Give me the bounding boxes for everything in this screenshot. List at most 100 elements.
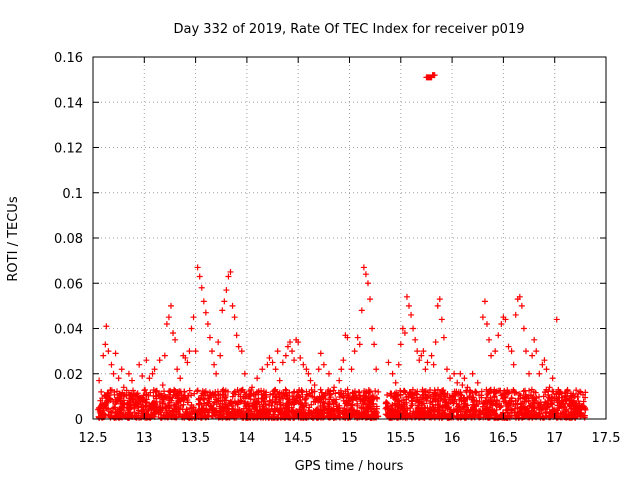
data-point (508, 348, 515, 355)
y-tick-label: 0.08 (54, 232, 83, 247)
data-point (251, 411, 258, 418)
data-point (143, 402, 150, 409)
data-point (459, 382, 466, 389)
data-point (254, 411, 261, 418)
data-point (426, 405, 433, 412)
data-point (424, 359, 431, 366)
data-point (325, 370, 332, 377)
data-point (287, 399, 294, 406)
data-point (340, 357, 347, 364)
data-point (412, 336, 419, 343)
data-point (384, 400, 391, 407)
data-point (403, 394, 410, 401)
data-point (318, 389, 325, 396)
data-point (204, 320, 211, 327)
data-point (112, 350, 119, 357)
data-point (141, 396, 148, 403)
data-point (357, 395, 364, 402)
data-point (373, 394, 380, 401)
data-point (523, 413, 530, 420)
data-point (209, 348, 216, 355)
data-point (562, 396, 569, 403)
data-point (456, 404, 463, 411)
data-point (217, 352, 224, 359)
data-point (262, 401, 269, 408)
data-point (204, 399, 211, 406)
data-point (416, 357, 423, 364)
data-point (560, 409, 567, 416)
data-point (219, 307, 226, 314)
data-point (123, 401, 130, 408)
data-point (284, 343, 291, 350)
data-point (392, 396, 399, 403)
data-point (317, 386, 324, 393)
data-point (275, 414, 282, 421)
data-point (428, 352, 435, 359)
data-point (518, 302, 525, 309)
data-point (511, 409, 518, 416)
data-point (360, 392, 367, 399)
data-point (318, 395, 325, 402)
data-point (130, 387, 137, 394)
data-point (400, 404, 407, 411)
data-point (239, 386, 246, 393)
data-point (362, 271, 369, 278)
data-point (447, 408, 454, 415)
data-point (274, 348, 281, 355)
data-point (305, 370, 312, 377)
data-point (561, 393, 568, 400)
data-point (272, 394, 279, 401)
data-point (422, 405, 429, 412)
data-point (271, 406, 278, 413)
data-point (265, 414, 272, 421)
data-point (401, 410, 408, 417)
data-point (397, 341, 404, 348)
data-point (205, 395, 212, 402)
data-point (428, 411, 435, 418)
data-point (119, 403, 126, 410)
data-point (105, 390, 112, 397)
y-tick-label: 0.04 (54, 323, 83, 338)
data-point (473, 402, 480, 409)
data-point (293, 395, 300, 402)
data-point (231, 388, 238, 395)
data-point (506, 402, 513, 409)
data-point (300, 361, 307, 368)
data-point (360, 264, 367, 271)
data-point (477, 408, 484, 415)
data-point (525, 397, 532, 404)
data-point (284, 409, 291, 416)
data-point (96, 377, 103, 384)
data-point (161, 352, 168, 359)
data-point (131, 391, 138, 398)
data-point (189, 414, 196, 421)
data-point (495, 332, 502, 339)
data-point (319, 408, 326, 415)
x-tick-label: 14 (239, 431, 256, 446)
data-point (558, 394, 565, 401)
data-point (460, 394, 467, 401)
x-tick-label: 17 (546, 431, 563, 446)
data-point (397, 387, 404, 394)
data-point (307, 377, 314, 384)
data-point (179, 406, 186, 413)
data-point (150, 387, 157, 394)
y-tick-label: 0 (75, 413, 83, 428)
data-point (511, 389, 518, 396)
data-point (228, 410, 235, 417)
data-point (493, 414, 500, 421)
data-point (570, 412, 577, 419)
data-point (240, 405, 247, 412)
data-point (542, 389, 549, 396)
y-tick-label: 0.16 (54, 51, 83, 66)
data-point (481, 298, 488, 305)
data-point (159, 382, 166, 389)
data-point (226, 400, 233, 407)
data-point (235, 391, 242, 398)
data-point (454, 414, 461, 421)
data-point (336, 377, 343, 384)
data-point (188, 408, 195, 415)
data-point (171, 408, 178, 415)
data-point (108, 387, 115, 394)
